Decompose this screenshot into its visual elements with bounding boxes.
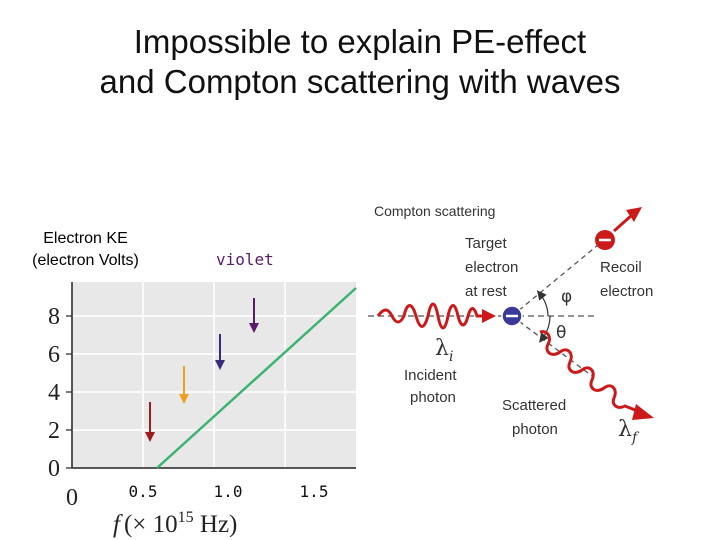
compton-title: Compton scattering [374, 203, 495, 219]
scattered-label-line-2: photon [512, 421, 558, 438]
recoil-electron-arrowhead [626, 207, 642, 222]
compton-diagram: Compton scattering Target electron at re… [368, 203, 654, 446]
lambda-i-subscript: i [449, 349, 453, 365]
x-axis-title-f: f [113, 511, 123, 538]
phi-symbol: φ [561, 287, 572, 307]
theta-symbol: θ [556, 323, 566, 343]
blue-arrow [215, 334, 225, 370]
scatter-direction-line [511, 315, 593, 377]
lambda-i-symbol: λ [435, 336, 449, 361]
y-tick-2: 2 [48, 418, 60, 444]
x-axis-title-unit: Hz) [194, 511, 238, 538]
y-axis-title-line-1: Electron KE [43, 230, 128, 247]
violet-label: violet [216, 250, 274, 269]
x-tick-1-0: 1.0 [214, 482, 243, 501]
incident-label-line-1: Incident [404, 367, 457, 384]
recoil-label-line-2: electron [600, 283, 653, 300]
yellow-arrow [179, 366, 189, 404]
phi-arc [536, 290, 549, 317]
x-tick-0-5: 0.5 [129, 482, 158, 501]
pe-plot: 0 2 4 6 8 0 0.5 1.0 1.5 f (× 1015 Hz) [48, 282, 357, 538]
theta-arc [539, 315, 551, 343]
slide-title: Impossible to explain PE-effect and Comp… [0, 22, 720, 102]
target-label-line-1: Target [465, 235, 508, 252]
title-line-2: and Compton scattering with waves [99, 63, 621, 100]
incident-photon-wave [376, 302, 484, 330]
x-axis-title-exp: 15 [178, 509, 194, 526]
x-tick-1-5: 1.5 [300, 482, 329, 501]
target-label-line-3: at rest [465, 283, 508, 300]
y-axis-title: Electron KE (electron Volts) [8, 228, 163, 272]
y-tick-8: 8 [48, 304, 60, 330]
x-tick-0: 0 [66, 485, 78, 511]
red-arrow [145, 402, 155, 442]
lambda-i: λi [435, 336, 453, 365]
y-tick-4: 4 [48, 380, 60, 406]
recoil-electron [595, 230, 615, 250]
recoil-electron-arrow [613, 213, 633, 233]
scattered-photon-wave [539, 330, 641, 414]
ke-vs-frequency-line [156, 287, 357, 469]
scattered-label-line-1: Scattered [502, 397, 566, 414]
lambda-f-symbol: λ [618, 417, 632, 442]
x-axis-title-mult: (× 10 [124, 511, 178, 538]
y-tick-0: 0 [48, 456, 60, 482]
title-line-1: Impossible to explain PE-effect [133, 23, 587, 60]
y-axis-title-line-2: (electron Volts) [32, 252, 139, 269]
lambda-f: λf [618, 417, 640, 446]
scattered-photon-arrowhead [632, 404, 654, 420]
recoil-label-line-1: Recoil [600, 259, 642, 276]
grid-lines [72, 282, 356, 468]
incident-photon-arrowhead [482, 309, 496, 323]
violet-arrow [249, 298, 259, 333]
lambda-f-subscript: f [631, 430, 640, 446]
y-tick-6: 6 [48, 342, 60, 368]
incident-label-line-2: photon [410, 389, 456, 406]
target-electron [501, 305, 523, 327]
x-axis-title: f (× 1015 Hz) [113, 509, 237, 538]
target-label-line-2: electron [465, 259, 518, 276]
recoil-direction-line [511, 239, 605, 317]
